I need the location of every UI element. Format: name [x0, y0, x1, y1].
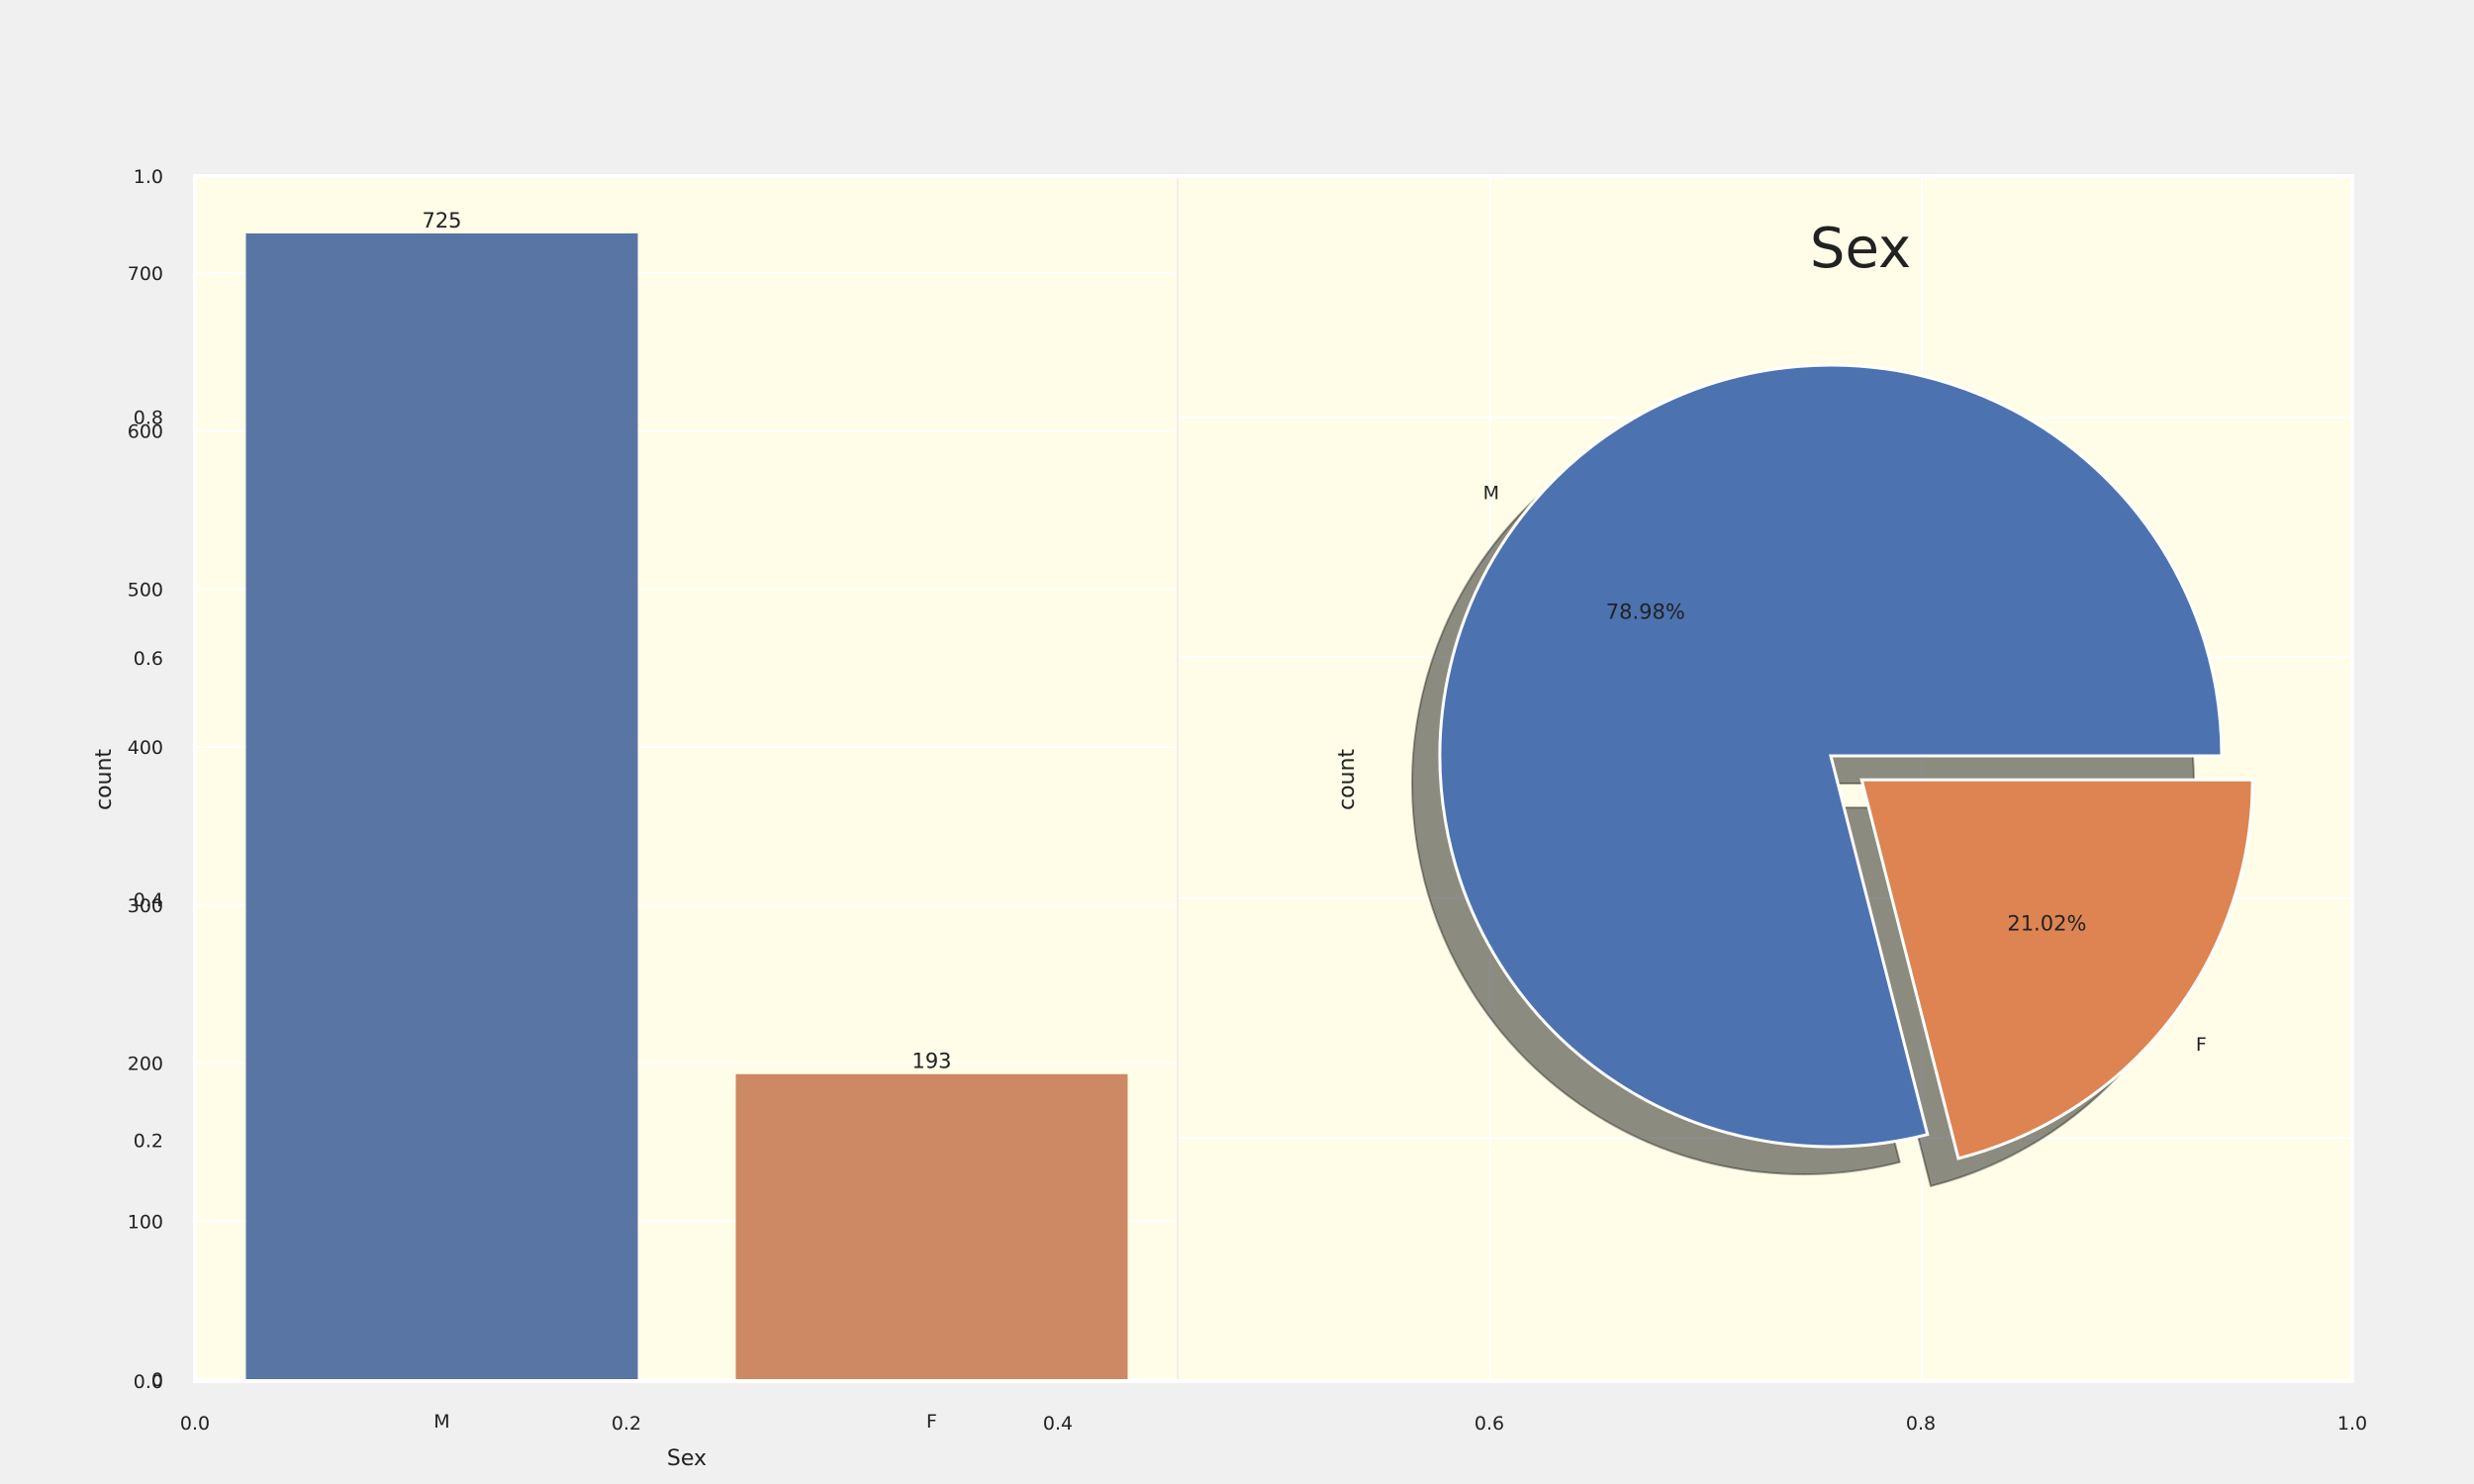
- outer-y-tick-label: 1.0: [134, 166, 163, 188]
- bar-chart-y-tick-label: 600: [128, 421, 163, 443]
- bar-chart-y-axis-label: count: [92, 749, 117, 810]
- bar-chart-y-tick-label: 700: [128, 263, 163, 285]
- bar-value-label-m: 725: [422, 209, 461, 232]
- bar-chart-y-tick-label: 400: [128, 737, 163, 759]
- outer-x-ticks: 0.0 0.2 0.4 0.6 0.8 1.0: [180, 1413, 2367, 1435]
- bar-chart-y-tick-label: 100: [128, 1211, 163, 1233]
- outer-y-tick-label: 0.8: [134, 408, 163, 429]
- bar-chart-bars: 725 193: [245, 209, 1128, 1379]
- pie-slice-label-f: F: [2196, 1034, 2207, 1056]
- pie-slice-percent-m: 78.98%: [1606, 601, 1685, 624]
- outer-y-tick-label: 0.2: [134, 1130, 163, 1152]
- pie-slice-label-m: M: [1483, 482, 1499, 504]
- outer-axes-frame: [193, 174, 2354, 1383]
- bar-chart-y-tick-label: 300: [128, 895, 163, 917]
- outer-y-tick-label: 0.6: [134, 648, 163, 670]
- bar-chart-y-ticks: 0 100 200 300 400 500 600 700: [128, 263, 163, 1391]
- outer-axes: 0.0 0.2 0.4 0.6 0.8 1.0 0.0 0.2 0.4 0.6 0.8 1.0: [134, 166, 2367, 1435]
- pie-slice-f: [1859, 778, 2254, 1160]
- pie-slice-percent-f: 21.02%: [2007, 912, 2086, 936]
- pie-chart: M 78.98% F 21.02% Sex count: [1179, 178, 2350, 1379]
- outer-x-tick-label: 0.4: [1043, 1413, 1073, 1435]
- pie-chart-y-axis-label: count: [1335, 749, 1360, 810]
- outer-y-ticks: 0.0 0.2 0.4 0.6 0.8 1.0: [134, 166, 163, 1393]
- outer-x-tick-label: 0.2: [612, 1413, 641, 1435]
- bar-chart-x-tick-label: F: [926, 1411, 937, 1433]
- bar-chart-y-tick-label: 0: [151, 1369, 163, 1391]
- bar-chart-y-tick-label: 200: [128, 1054, 163, 1075]
- bar-m: [245, 232, 638, 1379]
- pie-chart-title: Sex: [1810, 217, 1911, 281]
- outer-y-tick-label: 0.4: [134, 889, 163, 911]
- outer-x-tick-label: 0.6: [1475, 1413, 1504, 1435]
- pie-slice-m: [1438, 363, 2224, 1149]
- bar-chart-x-axis-label: Sex: [667, 1446, 707, 1471]
- bar-chart-y-tick-label: 500: [128, 579, 163, 601]
- bar-value-label-f: 193: [911, 1050, 951, 1073]
- outer-x-tick-label: 0.0: [180, 1413, 210, 1435]
- outer-x-tick-label: 0.8: [1906, 1413, 1936, 1435]
- bar-f: [735, 1073, 1128, 1379]
- pie-chart-slices: M 78.98% F 21.02%: [1411, 363, 2254, 1188]
- outer-x-tick-label: 1.0: [2337, 1413, 2367, 1435]
- bar-chart-x-tick-label: M: [433, 1411, 449, 1433]
- outer-y-tick-label: 0.0: [134, 1371, 163, 1393]
